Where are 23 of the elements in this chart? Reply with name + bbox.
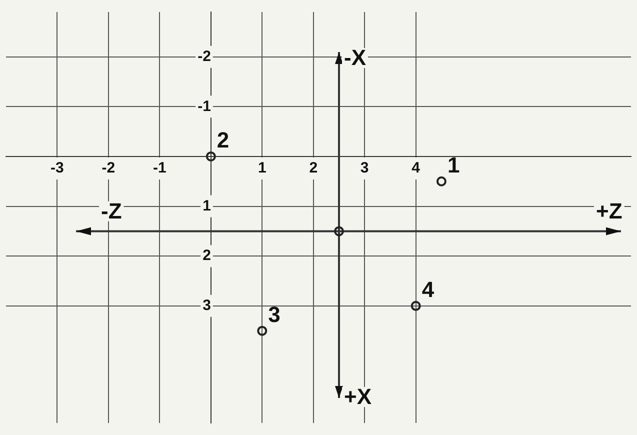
y-tick-label: 2 [202, 247, 211, 264]
y-tick-label: 3 [202, 297, 211, 314]
point [436, 176, 446, 186]
y-tick-label: -1 [198, 98, 211, 115]
x-tick-label: 4 [412, 160, 421, 177]
annotation: -X [344, 45, 366, 70]
point [257, 326, 268, 336]
x-tick-label: 2 [309, 160, 318, 177]
x-tick-label: 3 [360, 160, 369, 177]
point [410, 300, 421, 311]
annotation: -Z [101, 198, 122, 224]
x-tick-label: -2 [102, 160, 116, 177]
annotation: +Z [596, 198, 622, 224]
point [334, 226, 344, 236]
y-tick-label: 1 [202, 197, 211, 214]
annotation: 3 [268, 302, 280, 327]
x-tick-label: -3 [50, 160, 64, 177]
annotation: +X [344, 384, 372, 410]
point [206, 151, 216, 162]
annotation: 4 [422, 276, 435, 302]
x-tick-label: 1 [258, 160, 266, 177]
y-tick-label: -2 [198, 48, 211, 65]
x-tick-label: -1 [153, 160, 166, 177]
